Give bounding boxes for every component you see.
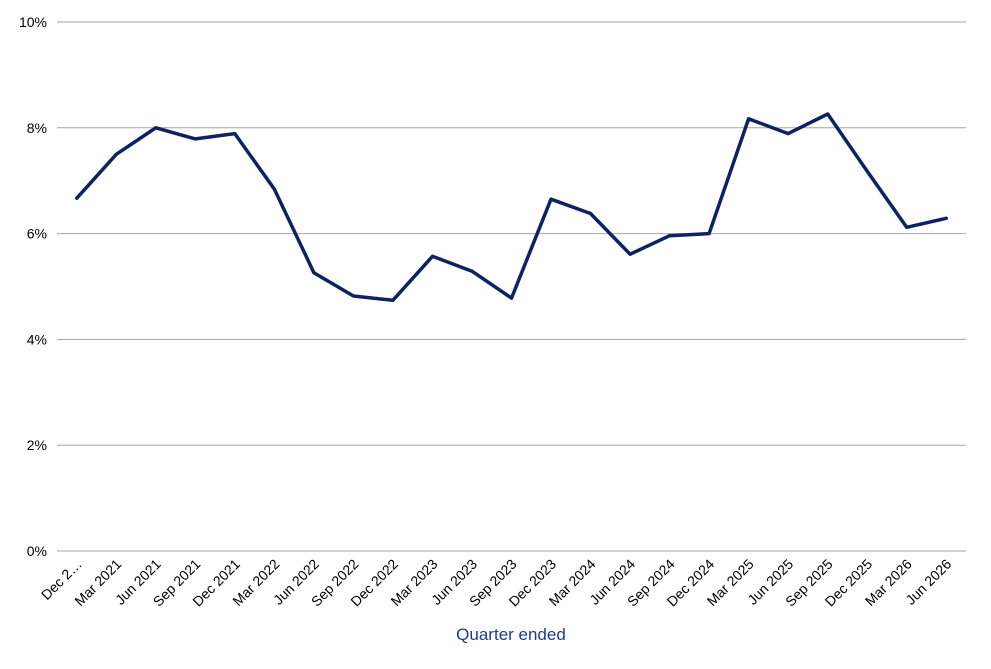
y-axis-ticks: 0% 2% 4% 6% 8% 10% [19,14,47,559]
data-point [944,216,948,220]
data-point [905,225,909,229]
data-point [430,254,434,258]
data-point [233,132,237,136]
y-tick-label: 0% [27,543,47,559]
data-point [154,126,158,130]
data-point [510,296,513,300]
data-point [272,187,276,191]
y-tick-label: 2% [27,437,47,453]
data-point [786,132,790,136]
y-tick-label: 6% [27,226,47,242]
x-axis-label: Quarter ended [456,625,566,644]
data-point [747,117,751,121]
series-line [75,112,948,303]
data-point [312,271,316,275]
data-point [707,232,711,236]
data-point [75,196,79,200]
data-point [826,112,830,116]
data-point [865,169,869,173]
y-tick-label: 4% [27,331,47,347]
data-point [549,197,553,201]
series-layer [75,112,948,303]
data-point [628,252,632,256]
data-point [470,269,474,273]
data-point [391,298,395,302]
data-point [668,234,672,238]
y-tick-label: 10% [19,14,47,30]
data-point [351,294,355,298]
data-point [114,152,118,156]
gridlines [57,21,966,552]
data-point [193,137,197,141]
data-point [589,211,593,215]
y-tick-label: 8% [27,120,47,136]
